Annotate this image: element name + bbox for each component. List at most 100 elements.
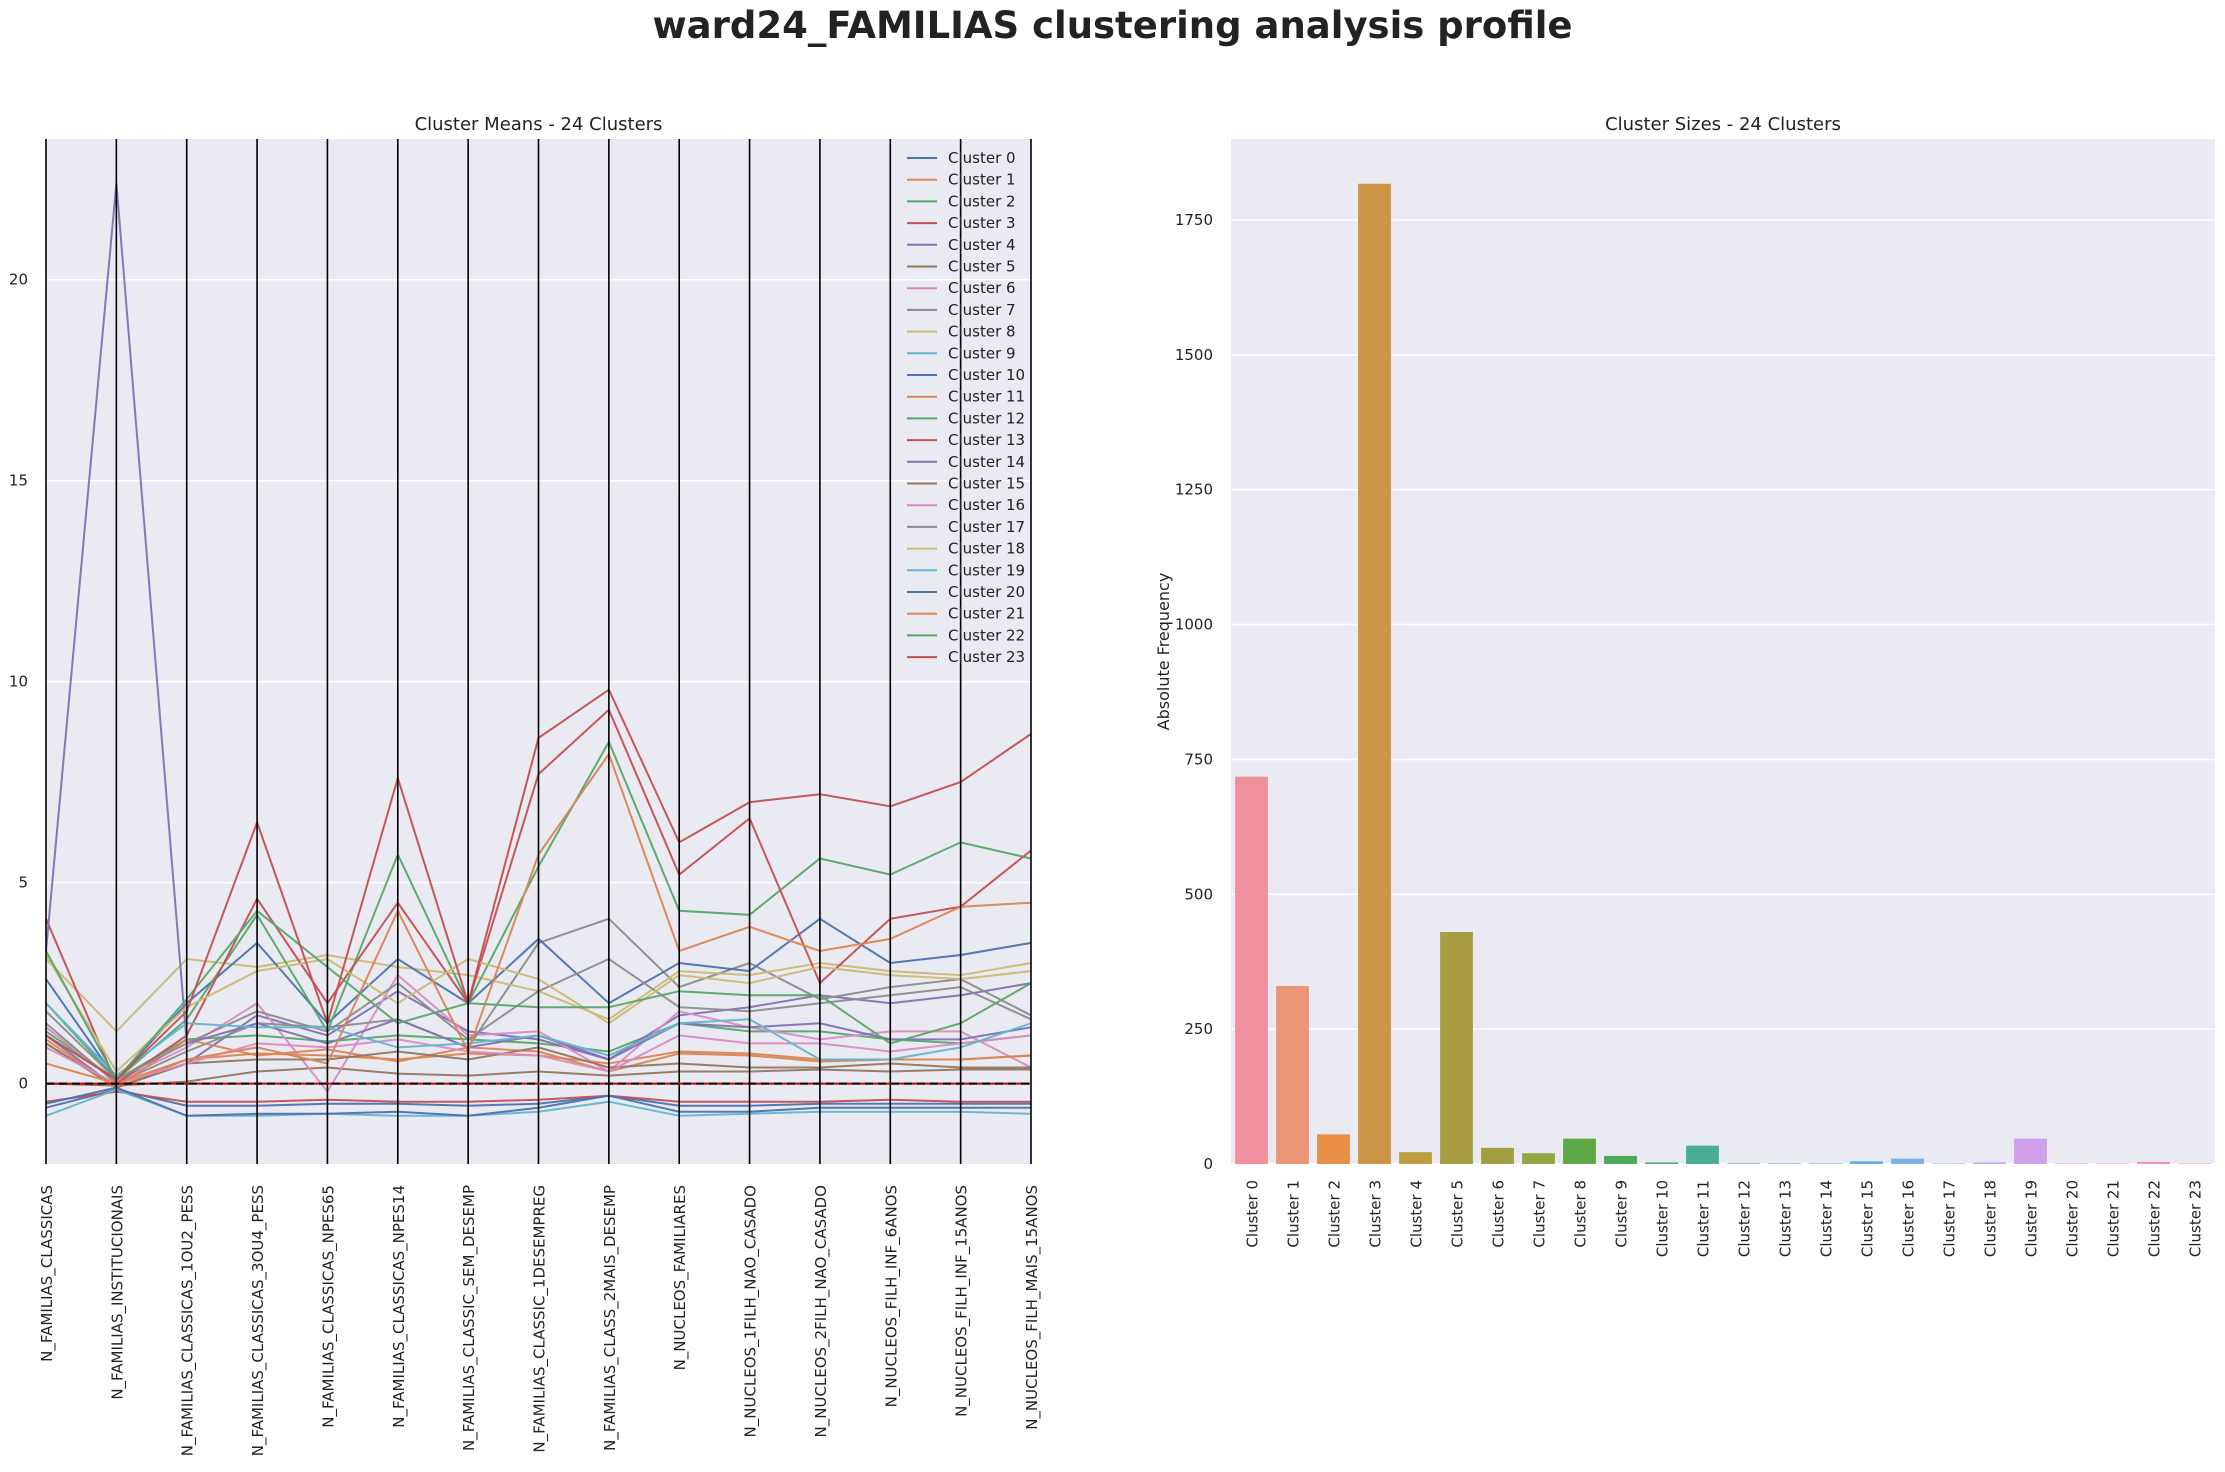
x-tick-label: Cluster 3 [1367, 1180, 1385, 1248]
line-chart-y-ticks: 0 5 10 15 20 [9, 271, 28, 1093]
parallel-axis-lines [45, 139, 1032, 1164]
x-tick-label: N_FAMILIAS_CLASSICAS_NPES65 [319, 1185, 338, 1428]
line-chart-title: Cluster Means - 24 Clusters [415, 114, 663, 135]
bar-cluster-1 [1276, 985, 1309, 1164]
bar-cluster-16 [1891, 1158, 1924, 1164]
legend-label: Cluster 3 [948, 214, 1016, 232]
x-tick-label: Cluster 18 [1982, 1180, 2000, 1257]
x-tick-label: N_FAMILIAS_CLASSICAS_NPES14 [390, 1185, 409, 1428]
x-tick-label: Cluster 12 [1736, 1180, 1754, 1257]
y-tick-label: 10 [9, 673, 28, 691]
bar-chart-background [1231, 139, 2215, 1164]
legend-label: Cluster 19 [948, 561, 1025, 579]
legend-label: Cluster 12 [948, 409, 1025, 427]
x-tick-label: Cluster 10 [1654, 1180, 1672, 1257]
bar-cluster-14 [1809, 1163, 1842, 1164]
y-tick-label: 1750 [1175, 211, 1213, 229]
bar-cluster-5 [1440, 932, 1473, 1164]
x-tick-label: Cluster 2 [1326, 1180, 1344, 1248]
x-tick-label: Cluster 8 [1572, 1180, 1590, 1248]
x-tick-label: Cluster 21 [2105, 1180, 2123, 1257]
bar-cluster-7 [1522, 1153, 1555, 1164]
x-tick-label: Cluster 9 [1613, 1180, 1631, 1248]
y-tick-label: 5 [18, 874, 28, 892]
legend-label: Cluster 14 [948, 453, 1025, 471]
x-tick-label: Cluster 19 [2023, 1180, 2041, 1257]
y-tick-label: 1500 [1175, 346, 1213, 364]
x-tick-label: Cluster 4 [1408, 1180, 1426, 1248]
x-tick-label: Cluster 15 [1859, 1180, 1877, 1257]
bar-chart-title: Cluster Sizes - 24 Clusters [1605, 114, 1841, 135]
bar-cluster-22 [2137, 1161, 2170, 1164]
x-tick-label: N_FAMILIAS_CLASSICAS [38, 1185, 57, 1362]
bar-chart-y-ticks: 0 250 500 750 1000 1250 1500 1750 [1175, 211, 1213, 1173]
x-tick-label: Cluster 0 [1244, 1180, 1262, 1248]
y-tick-label: 0 [18, 1075, 28, 1093]
x-tick-label: N_FAMILIAS_CLASS_2MAIS_DESEMP [601, 1185, 620, 1451]
legend-label: Cluster 0 [948, 149, 1016, 167]
bar-chart-bars [1235, 183, 2211, 1165]
y-tick-label: 750 [1184, 750, 1213, 768]
x-tick-label: Cluster 13 [1777, 1180, 1795, 1257]
y-tick-label: 15 [9, 472, 28, 490]
x-tick-label: Cluster 1 [1285, 1180, 1303, 1248]
legend-label: Cluster 2 [948, 192, 1016, 210]
x-tick-label: N_NUCLEOS_2FILH_NAO_CASADO [812, 1185, 831, 1437]
bar-chart-y-axis-label: Absolute Frequency [1154, 573, 1173, 731]
x-tick-label: N_FAMILIAS_CLASSICAS_3OU4_PESS [249, 1185, 268, 1456]
bar-cluster-13 [1768, 1163, 1801, 1164]
x-tick-label: Cluster 14 [1818, 1180, 1836, 1257]
y-tick-label: 20 [9, 271, 28, 289]
y-tick-label: 1250 [1175, 481, 1213, 499]
bar-cluster-4 [1399, 1152, 1432, 1164]
legend-label: Cluster 22 [948, 626, 1025, 644]
legend-label: Cluster 16 [948, 496, 1025, 514]
bar-cluster-2 [1317, 1134, 1350, 1164]
legend-label: Cluster 1 [948, 171, 1016, 189]
legend-label: Cluster 20 [948, 583, 1025, 601]
x-tick-label: N_FAMILIAS_INSTITUCIONAIS [108, 1185, 127, 1400]
bar-cluster-3 [1358, 183, 1391, 1165]
bar-cluster-8 [1563, 1138, 1596, 1164]
x-tick-label: N_NUCLEOS_FILH_INF_15ANOS [953, 1185, 972, 1417]
bar-cluster-19 [2014, 1138, 2047, 1164]
bar-cluster-11 [1686, 1145, 1719, 1164]
y-tick-label: 1000 [1175, 616, 1213, 634]
legend-label: Cluster 15 [948, 475, 1025, 493]
bar-cluster-21 [2096, 1163, 2129, 1164]
bar-cluster-23 [2178, 1163, 2211, 1164]
figure-suptitle: ward24_FAMILIAS clustering analysis prof… [652, 4, 1573, 47]
legend-label: Cluster 5 [948, 258, 1016, 276]
legend-label: Cluster 18 [948, 540, 1025, 558]
x-tick-label: N_FAMILIAS_CLASSIC_SEM_DESEMP [460, 1185, 479, 1451]
bar-cluster-17 [1932, 1163, 1965, 1164]
x-tick-label: Cluster 16 [1900, 1180, 1918, 1257]
legend-label: Cluster 13 [948, 431, 1025, 449]
line-chart-legend: Cluster 0 Cluster 1 Cluster 2 Cluster 3 Clus… [907, 149, 1025, 666]
bar-cluster-18 [1973, 1162, 2006, 1164]
x-tick-label: N_NUCLEOS_1FILH_NAO_CASADO [742, 1185, 761, 1437]
x-tick-label: N_FAMILIAS_CLASSICAS_1OU2_PESS [179, 1185, 198, 1456]
legend-label: Cluster 10 [948, 366, 1025, 384]
x-tick-label: N_NUCLEOS_FAMILIARES [671, 1185, 690, 1370]
legend-label: Cluster 17 [948, 518, 1025, 536]
x-tick-label: Cluster 6 [1490, 1180, 1508, 1248]
x-tick-label: Cluster 23 [2187, 1180, 2205, 1257]
legend-label: Cluster 9 [948, 344, 1016, 362]
legend-label: Cluster 8 [948, 323, 1016, 341]
legend-label: Cluster 4 [948, 236, 1016, 254]
x-tick-label: Cluster 11 [1695, 1180, 1713, 1257]
bar-cluster-9 [1604, 1155, 1637, 1164]
bar-chart-x-ticks: Cluster 0 Cluster 1 Cluster 2 Cluster 3 Clus… [1244, 1180, 2205, 1257]
legend-label: Cluster 6 [948, 279, 1016, 297]
x-tick-label: N_FAMILIAS_CLASSIC_1DESEMPREG [531, 1185, 550, 1453]
x-tick-label: Cluster 5 [1449, 1180, 1467, 1248]
bar-chart-gridlines [1231, 219, 2215, 1165]
legend-label: Cluster 7 [948, 301, 1016, 319]
bar-cluster-0 [1235, 776, 1268, 1164]
bar-cluster-15 [1850, 1161, 1883, 1164]
line-chart-x-ticks: N_FAMILIAS_CLASSICAS N_FAMILIAS_INSTITUCI… [38, 1185, 1042, 1456]
y-tick-label: 500 [1184, 885, 1213, 903]
legend-label: Cluster 21 [948, 605, 1025, 623]
